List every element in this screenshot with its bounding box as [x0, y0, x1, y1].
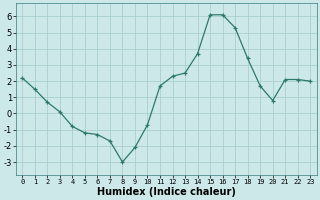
X-axis label: Humidex (Indice chaleur): Humidex (Indice chaleur) — [97, 187, 236, 197]
